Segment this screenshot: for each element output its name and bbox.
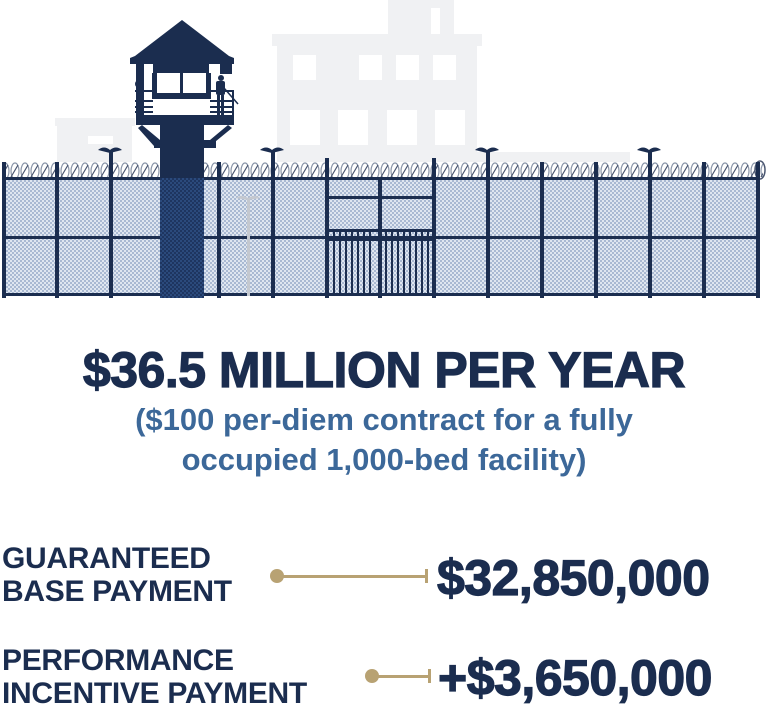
subtitle-line-2: occupied 1,000-bed facility) bbox=[181, 442, 587, 477]
base-payment-connector bbox=[270, 569, 430, 583]
connector-cap bbox=[428, 669, 431, 683]
prison-illustration bbox=[2, 0, 766, 298]
guard-tower bbox=[130, 20, 239, 298]
incentive-payment-value: +$3,650,000 bbox=[437, 649, 713, 706]
connector-line bbox=[372, 674, 430, 678]
fence-posts bbox=[2, 152, 760, 298]
base-payment-label: GUARANTEED BASE PAYMENT bbox=[2, 542, 232, 608]
base-payment-value: $32,850,000 bbox=[436, 549, 710, 606]
gate bbox=[328, 178, 434, 298]
incentive-payment-row: PERFORMANCE INCENTIVE PAYMENT +$3,650,00… bbox=[0, 642, 768, 707]
incentive-payment-label: PERFORMANCE INCENTIVE PAYMENT bbox=[2, 644, 307, 707]
headline-total: $36.5 MILLION PER YEAR bbox=[82, 341, 686, 398]
lamp-heads bbox=[98, 147, 661, 153]
subtitle-line-1: ($100 per-diem contract for a fully bbox=[135, 402, 633, 437]
incentive-payment-connector bbox=[365, 669, 433, 683]
base-payment-row: GUARANTEED BASE PAYMENT $32,850,000 bbox=[0, 542, 768, 632]
headline-subtitle: ($100 per-diem contract for a fully occu… bbox=[0, 400, 768, 480]
connector-cap bbox=[425, 569, 428, 583]
connector-line bbox=[277, 574, 427, 578]
